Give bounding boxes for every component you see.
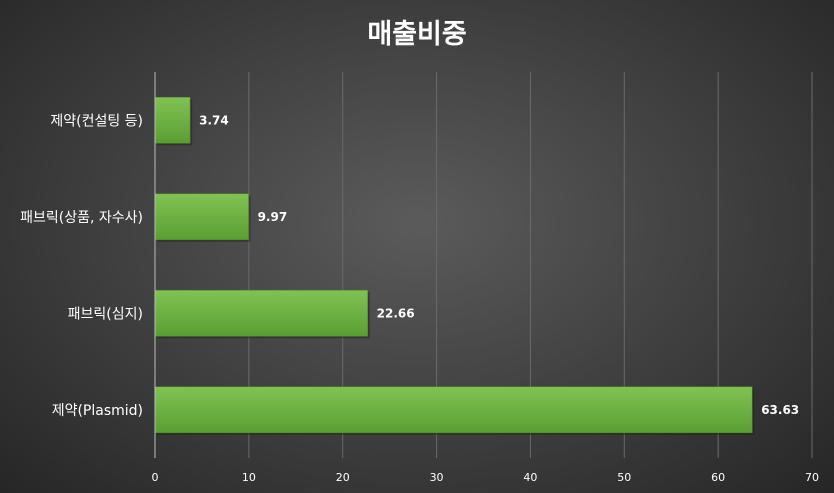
data-label: 3.74 [199,113,229,127]
bar [154,289,368,337]
data-label: 9.97 [258,210,288,224]
category-label: 패브릭(심지) [68,306,143,322]
data-label: 22.66 [377,306,415,320]
bar [154,193,249,241]
x-tick-label: 20 [336,471,350,484]
x-tick-label: 50 [617,471,631,484]
x-tick-label: 30 [430,471,444,484]
category-label: 제약(Plasmid) [52,403,143,419]
x-tick-label: 10 [242,471,256,484]
chart-title: 매출비중 [367,19,466,50]
data-label: 63.63 [761,403,799,417]
x-tick-label: 60 [711,471,725,484]
bar [154,96,191,144]
x-tick-label: 0 [152,471,159,484]
x-tick-label: 40 [523,471,537,484]
bar [154,386,753,434]
category-label: 패브릭(상품, 자수사) [20,210,143,226]
x-tick-label: 70 [805,471,819,484]
category-label: 제약(컨설팅 등) [50,113,143,129]
